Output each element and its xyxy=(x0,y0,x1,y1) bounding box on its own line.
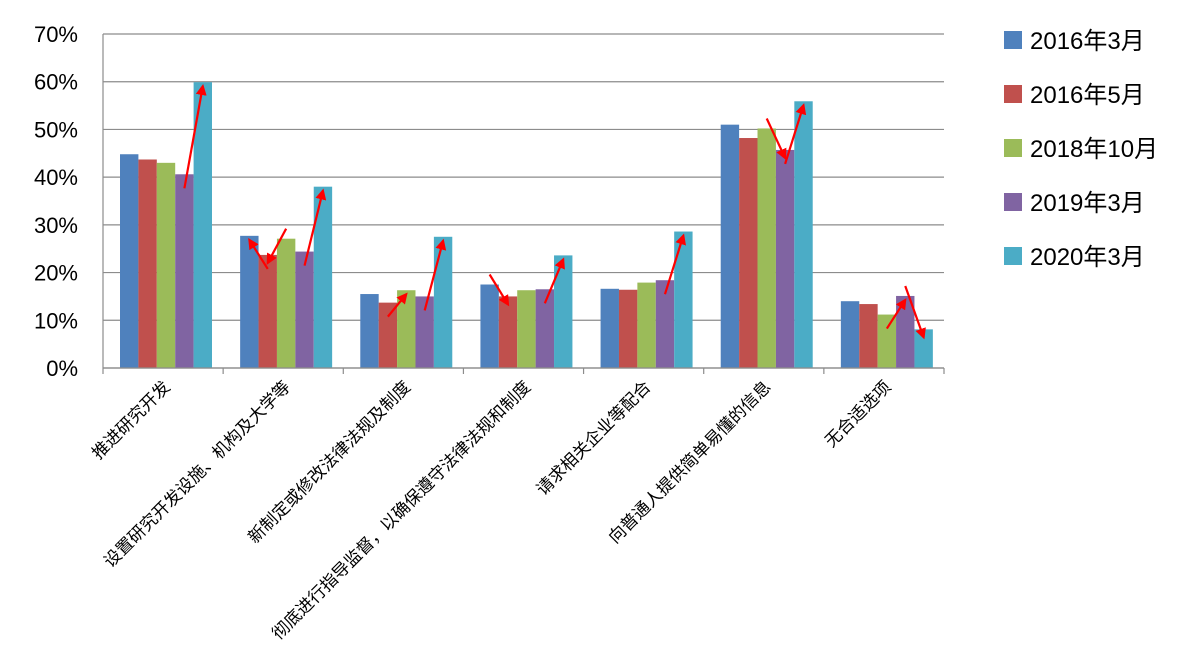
bar xyxy=(313,186,333,368)
y-tick-label: 20% xyxy=(34,261,78,286)
bar xyxy=(175,174,194,368)
bar xyxy=(757,128,776,368)
bar xyxy=(138,159,157,368)
bar xyxy=(618,289,638,368)
bar xyxy=(156,162,176,368)
x-tick-label: 彻底进行指导监督，以确保遵守法律法规和制度 xyxy=(268,377,535,644)
trend-arrow xyxy=(904,285,926,340)
bar xyxy=(655,280,675,368)
bar xyxy=(378,302,398,368)
legend: 2016年3月 2016年5月 2018年10月 2019年3月 2020年3月 xyxy=(1004,28,1158,271)
legend-swatch xyxy=(1004,31,1022,49)
bar xyxy=(840,301,860,368)
x-tick-label: 无合适选项 xyxy=(821,377,895,451)
y-tick-label: 50% xyxy=(34,117,78,142)
legend-label: 2020年3月 xyxy=(1030,244,1145,271)
trend-arrow xyxy=(248,237,269,270)
bar xyxy=(258,254,277,368)
legend-label: 2018年10月 xyxy=(1030,136,1158,163)
y-axis: 0% 10% 20% 30% 40% 50% 60% 70% xyxy=(34,22,104,381)
x-tick-label: 设置研究开发设施、机构及大学等 xyxy=(100,377,294,571)
trend-arrow xyxy=(543,257,565,304)
trend-arrows xyxy=(183,84,926,340)
bar xyxy=(397,290,416,368)
bar xyxy=(517,290,536,368)
bar xyxy=(480,284,499,368)
legend-label: 2019年3月 xyxy=(1030,190,1145,217)
bar xyxy=(498,296,518,368)
bar xyxy=(535,289,555,368)
y-tick-label: 70% xyxy=(34,22,78,47)
trend-arrow xyxy=(303,188,327,266)
trend-arrow xyxy=(663,233,686,295)
y-tick-label: 10% xyxy=(34,308,78,333)
trend-arrow xyxy=(387,292,408,318)
y-tick-label: 60% xyxy=(34,70,78,95)
bar xyxy=(433,236,453,368)
legend-swatch xyxy=(1004,85,1022,103)
bar xyxy=(877,314,897,368)
bar xyxy=(295,251,314,368)
y-tick-label: 40% xyxy=(34,165,78,190)
legend-label: 2016年5月 xyxy=(1030,82,1145,109)
bar xyxy=(360,294,379,368)
legend-swatch xyxy=(1004,247,1022,265)
bar xyxy=(720,124,740,369)
bar xyxy=(775,149,795,368)
bar xyxy=(276,238,296,368)
bar xyxy=(637,282,656,368)
trend-arrow xyxy=(183,84,207,189)
bar xyxy=(120,154,139,368)
bars xyxy=(120,82,933,369)
bar xyxy=(674,231,693,368)
bar xyxy=(896,295,915,368)
trend-arrow xyxy=(784,103,807,165)
trend-arrow xyxy=(266,228,288,265)
trend-arrow xyxy=(423,238,447,311)
y-tick-label: 0% xyxy=(46,356,78,381)
trend-arrow xyxy=(765,118,787,160)
trend-arrow xyxy=(885,298,907,330)
bar xyxy=(859,304,878,368)
bar xyxy=(415,296,434,368)
bar xyxy=(554,255,573,368)
legend-label: 2016年3月 xyxy=(1030,28,1145,55)
trend-arrow xyxy=(488,273,510,307)
legend-swatch xyxy=(1004,193,1022,211)
bar xyxy=(240,235,259,368)
bar xyxy=(600,288,619,368)
bar xyxy=(794,101,813,368)
bar xyxy=(193,82,212,368)
x-tick-label: 请求相关企业等配合 xyxy=(533,377,655,499)
legend-swatch xyxy=(1004,139,1022,157)
x-tick-label: 推进研究开发 xyxy=(88,377,174,463)
y-tick-label: 30% xyxy=(34,213,78,238)
x-axis: 推进研究开发设置研究开发设施、机构及大学等新制定或修改法律法规及制度彻底进行指导… xyxy=(88,367,945,644)
bar xyxy=(739,138,758,368)
